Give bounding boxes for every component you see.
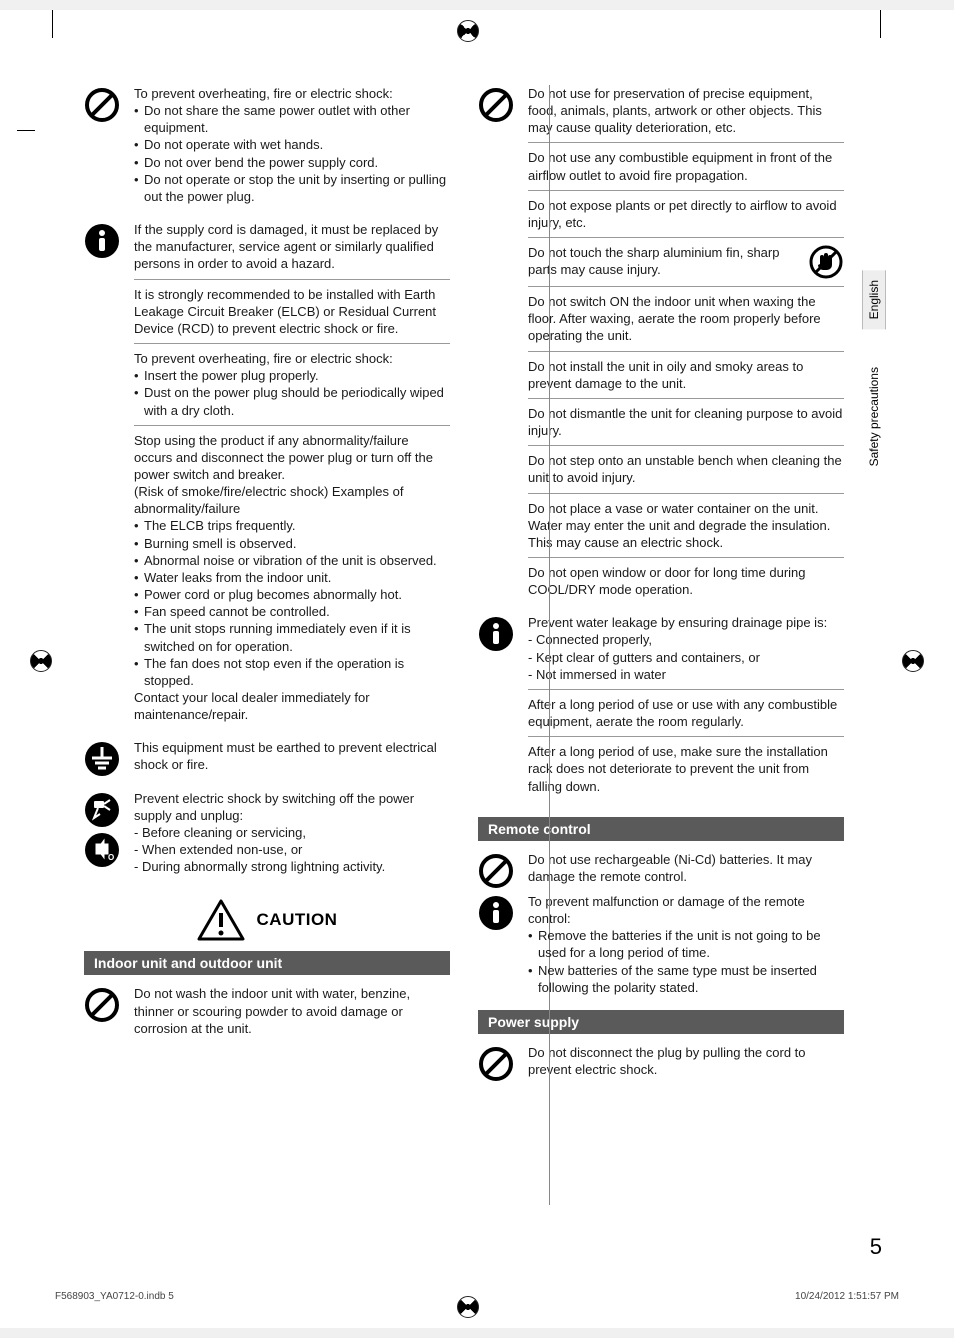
warning-text: Contact your local dealer immediately fo…: [134, 689, 450, 723]
warning-text: Do not use rechargeable (Ni-Cd) batterie…: [528, 851, 844, 887]
bullet: The fan does not stop even if the operat…: [134, 655, 450, 689]
line: - Not immersed in water: [528, 666, 844, 683]
crop-mark: [880, 10, 881, 38]
bullet: Dust on the power plug should be periodi…: [134, 384, 450, 418]
subhead-remote: Remote control: [478, 817, 844, 841]
warning-entry: Do not use for preservation of precise e…: [478, 85, 844, 610]
warning-entry: Do not use rechargeable (Ni-Cd) batterie…: [478, 851, 844, 889]
warning-text: After a long period of use, make sure th…: [528, 743, 844, 800]
bullet: Do not operate or stop the unit by inser…: [134, 171, 450, 205]
svg-text:O: O: [108, 853, 114, 862]
bullet: Do not operate with wet hands.: [134, 136, 450, 153]
prohibit-icon: [478, 87, 514, 123]
prohibit-icon: [84, 87, 120, 123]
warning-text: Do not disconnect the plug by pulling th…: [528, 1044, 844, 1080]
bullet: The unit stops running immediately even …: [134, 620, 450, 654]
warning-entry: Do not disconnect the plug by pulling th…: [478, 1044, 844, 1082]
tab-language: English: [862, 270, 886, 329]
prohibit-icon: [84, 987, 120, 1023]
mandatory-icon: [478, 895, 514, 931]
warning-entry: To prevent malfunction or damage of the …: [478, 893, 844, 1000]
warning-text: Do not touch the sharp aluminium fin, sh…: [528, 244, 800, 278]
bullet: Fan speed cannot be controlled.: [134, 603, 450, 620]
tab-section: Safety precautions: [863, 357, 885, 476]
earth-icon: [84, 741, 120, 777]
warning-text: Do not wash the indoor unit with water, …: [134, 985, 450, 1038]
warning-text: Do not switch ON the indoor unit when wa…: [528, 293, 844, 351]
bullet: Burning smell is observed.: [134, 535, 450, 552]
lightning-off-icon: O: [84, 832, 120, 868]
warning-text: Do not place a vase or water container o…: [528, 500, 844, 558]
warning-text: To prevent overheating, fire or electric…: [134, 85, 450, 102]
warning-text: Do not install the unit in oily and smok…: [528, 358, 844, 399]
unplug-icon: [84, 792, 120, 828]
caution-triangle-icon: [197, 899, 245, 941]
line: - Kept clear of gutters and containers, …: [528, 649, 844, 666]
warning-text: Do not step onto an unstable bench when …: [528, 452, 844, 493]
warning-entry: Prevent water leakage by ensuring draina…: [478, 614, 844, 806]
warning-text: Prevent water leakage by ensuring draina…: [528, 614, 844, 631]
crop-mark: [17, 130, 35, 131]
column-divider: [549, 85, 550, 1205]
manual-page: English Safety precautions To prevent ov…: [0, 10, 954, 1328]
warning-entry: To prevent overheating, fire or electric…: [84, 85, 450, 217]
warning-text: This equipment must be earthed to preven…: [134, 739, 450, 779]
bullet: Do not share the same power outlet with …: [134, 102, 450, 136]
subhead-indoor-outdoor: Indoor unit and outdoor unit: [84, 951, 450, 975]
warning-text: Do not dismantle the unit for cleaning p…: [528, 405, 844, 446]
bullet: New batteries of the same type must be i…: [528, 962, 844, 996]
warning-text: Stop using the product if any abnormalit…: [134, 432, 450, 483]
bullet: Power cord or plug becomes abnormally ho…: [134, 586, 450, 603]
line: - Before cleaning or servicing,: [134, 824, 450, 841]
subhead-power: Power supply: [478, 1010, 844, 1034]
no-touch-icon: [808, 244, 844, 280]
page-number: 5: [870, 1234, 882, 1260]
print-footer: F568903_YA0712-0.indb 5 10/24/2012 1:51:…: [55, 1291, 899, 1302]
bullet: The ELCB trips frequently.: [134, 517, 450, 534]
bullet: Abnormal noise or vibration of the unit …: [134, 552, 450, 569]
warning-text: It is strongly recommended to be install…: [134, 286, 450, 344]
warning-text: (Risk of smoke/fire/electric shock) Exam…: [134, 483, 450, 517]
mandatory-icon: [478, 616, 514, 652]
warning-text: After a long period of use or use with a…: [528, 696, 844, 737]
prohibit-icon: [478, 1046, 514, 1082]
bullet: Water leaks from the indoor unit.: [134, 569, 450, 586]
warning-text: To prevent overheating, fire or electric…: [134, 350, 450, 367]
right-column: Do not use for preservation of precise e…: [478, 85, 844, 1215]
registration-mark-icon: [897, 645, 928, 676]
line: - During abnormally strong lightning act…: [134, 858, 450, 875]
registration-mark-icon: [452, 15, 483, 46]
warning-text: Prevent electric shock by switching off …: [134, 790, 450, 824]
caution-label: CAUTION: [257, 910, 338, 930]
bullet: Insert the power plug properly.: [134, 367, 450, 384]
footer-filename: F568903_YA0712-0.indb 5: [55, 1291, 174, 1302]
content-columns: To prevent overheating, fire or electric…: [84, 85, 844, 1215]
mandatory-icon: [84, 223, 120, 259]
line: - Connected properly,: [528, 631, 844, 648]
warning-entry: If the supply cord is damaged, it must b…: [84, 221, 450, 735]
warning-text: Do not use any combustible equipment in …: [528, 149, 844, 190]
warning-entry: O Prevent electric shock by switching of…: [84, 790, 450, 880]
bullet: Remove the batteries if the unit is not …: [528, 927, 844, 961]
left-column: To prevent overheating, fire or electric…: [84, 85, 450, 1215]
bullet: Do not over bend the power supply cord.: [134, 154, 450, 171]
prohibit-icon: [478, 853, 514, 889]
warning-text: To prevent malfunction or damage of the …: [528, 893, 844, 927]
line: - When extended non-use, or: [134, 841, 450, 858]
warning-text: Do not expose plants or pet directly to …: [528, 197, 844, 238]
footer-timestamp: 10/24/2012 1:51:57 PM: [795, 1291, 899, 1302]
warning-text: If the supply cord is damaged, it must b…: [134, 221, 450, 279]
warning-text: Do not use for preservation of precise e…: [528, 85, 844, 143]
caution-heading: CAUTION: [84, 899, 450, 941]
crop-mark: [52, 10, 53, 38]
warning-text: Do not open window or door for long time…: [528, 564, 844, 604]
registration-mark-icon: [25, 645, 56, 676]
warning-entry: This equipment must be earthed to preven…: [84, 739, 450, 785]
side-tabs: English Safety precautions: [856, 270, 892, 477]
warning-entry: Do not wash the indoor unit with water, …: [84, 985, 450, 1040]
